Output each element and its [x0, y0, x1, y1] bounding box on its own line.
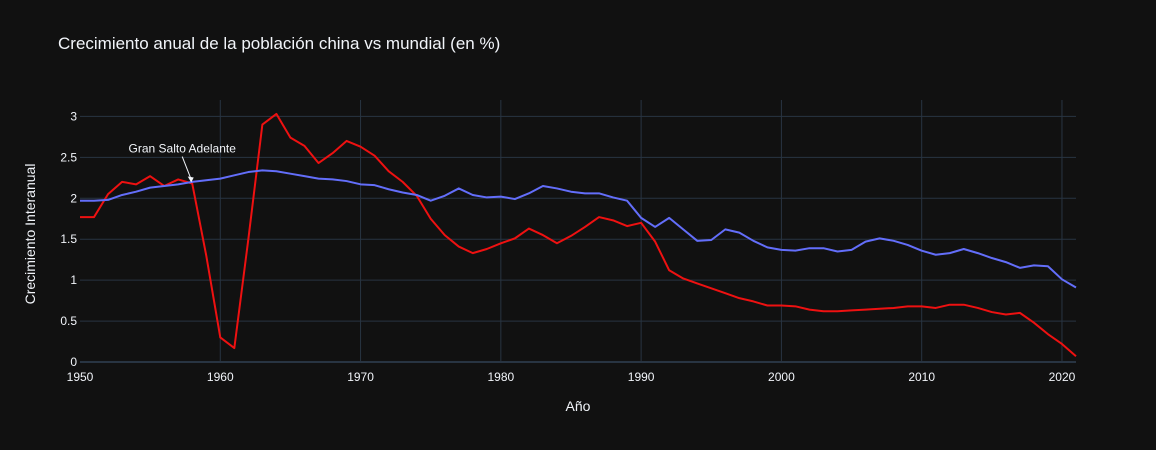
x-tick-label: 1950 [67, 370, 94, 384]
y-tick-label: 2.5 [60, 150, 77, 164]
y-axis-ticks: 0 0.5 1 1.5 2 2.5 3 [60, 109, 77, 369]
y-tick-label: 0 [70, 355, 77, 369]
y-tick-label: 3 [70, 109, 77, 123]
annotation-arrowhead [187, 176, 194, 183]
x-tick-label: 2000 [768, 370, 795, 384]
annotation-label: Gran Salto Adelante [129, 142, 237, 156]
x-tick-label: 1980 [487, 370, 514, 384]
x-tick-label: 1970 [347, 370, 374, 384]
y-axis-label: Crecimiento Interanual [22, 164, 38, 305]
y-tick-label: 1 [70, 273, 77, 287]
chart-title: Crecimiento anual de la población china … [58, 34, 501, 53]
x-axis-ticks: 1950 1960 1970 1980 1990 2000 2010 2020 [67, 370, 1076, 384]
x-tick-label: 2020 [1049, 370, 1076, 384]
x-tick-label: 1960 [207, 370, 234, 384]
series-line-mundial [80, 169, 1077, 289]
grid-lines [80, 100, 1076, 363]
x-tick-label: 2010 [908, 370, 935, 384]
annotation: Gran Salto Adelante [129, 142, 237, 183]
y-tick-label: 0.5 [60, 314, 77, 328]
x-tick-label: 1990 [628, 370, 655, 384]
y-tick-label: 2 [70, 191, 77, 205]
annotation-arrow [181, 156, 192, 180]
series-lines [80, 112, 1077, 358]
x-axis-label: Año [566, 398, 591, 414]
y-tick-label: 1.5 [60, 232, 77, 246]
series-line-china [80, 112, 1077, 358]
